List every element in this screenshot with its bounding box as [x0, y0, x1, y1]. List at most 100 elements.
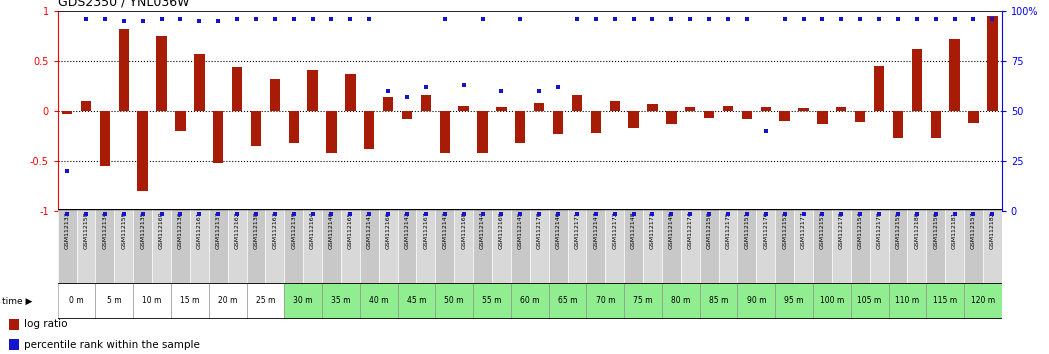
Bar: [398, 209, 416, 285]
Text: 35 m: 35 m: [331, 296, 350, 306]
Bar: [511, 283, 549, 319]
Point: [738, 211, 755, 217]
Bar: [247, 283, 284, 319]
Bar: [893, 110, 903, 138]
Point: [852, 211, 869, 217]
Point: [927, 211, 944, 217]
Point: [493, 88, 510, 93]
Text: GSM112152: GSM112152: [783, 211, 787, 249]
Bar: [62, 110, 72, 114]
Text: GSM112173: GSM112173: [650, 211, 655, 249]
Bar: [383, 97, 393, 110]
Point: [871, 16, 887, 22]
Text: GSM112135: GSM112135: [141, 211, 145, 249]
Point: [285, 211, 302, 217]
Point: [512, 16, 529, 22]
Point: [852, 16, 869, 22]
Bar: [964, 209, 983, 285]
Text: GSM112163: GSM112163: [273, 211, 277, 249]
Bar: [194, 53, 205, 110]
Bar: [643, 209, 662, 285]
Bar: [949, 39, 960, 110]
Text: GSM112137: GSM112137: [216, 211, 220, 249]
Point: [625, 16, 642, 22]
Bar: [591, 110, 601, 133]
Text: 115 m: 115 m: [934, 296, 957, 306]
Point: [493, 211, 510, 217]
Bar: [666, 110, 677, 124]
Bar: [492, 209, 511, 285]
Point: [172, 211, 189, 217]
Bar: [440, 110, 450, 153]
Text: percentile rank within the sample: percentile rank within the sample: [24, 339, 200, 350]
Bar: [322, 209, 341, 285]
Bar: [8, 339, 19, 350]
Bar: [889, 283, 926, 319]
Point: [625, 211, 642, 217]
Point: [908, 211, 925, 217]
Bar: [133, 283, 171, 319]
Text: GSM112149: GSM112149: [669, 211, 673, 249]
Point: [946, 16, 963, 22]
Point: [682, 16, 699, 22]
Bar: [232, 67, 242, 110]
Point: [436, 211, 453, 217]
Point: [965, 211, 982, 217]
Text: GSM112172: GSM112172: [613, 211, 617, 249]
Text: GSM112148: GSM112148: [631, 211, 636, 249]
Point: [890, 16, 906, 22]
Point: [682, 211, 699, 217]
Point: [418, 84, 434, 90]
Bar: [798, 108, 809, 110]
Point: [701, 211, 718, 217]
Bar: [836, 107, 847, 110]
Bar: [700, 209, 719, 285]
Bar: [761, 107, 771, 110]
Point: [908, 16, 925, 22]
Text: GSM112151: GSM112151: [745, 211, 749, 249]
Text: GSM112156: GSM112156: [934, 211, 938, 249]
Point: [153, 16, 170, 22]
Bar: [983, 209, 1002, 285]
Text: GSM112161: GSM112161: [197, 211, 201, 249]
Text: GSM112164: GSM112164: [311, 211, 315, 249]
Text: 100 m: 100 m: [819, 296, 844, 306]
Point: [587, 211, 604, 217]
Text: 75 m: 75 m: [634, 296, 652, 306]
Text: GSM112178: GSM112178: [839, 211, 843, 249]
Text: 25 m: 25 m: [256, 296, 275, 306]
Point: [285, 16, 302, 22]
Point: [134, 211, 151, 217]
Bar: [742, 110, 752, 119]
Bar: [496, 107, 507, 110]
Bar: [586, 209, 605, 285]
Point: [738, 16, 755, 22]
Point: [78, 16, 94, 22]
Point: [663, 211, 680, 217]
Bar: [685, 107, 695, 110]
Text: GSM112134: GSM112134: [103, 211, 107, 249]
Point: [550, 211, 566, 217]
Bar: [534, 103, 544, 110]
Text: GSM112180: GSM112180: [915, 211, 919, 249]
Point: [210, 18, 227, 23]
Text: GSM112155: GSM112155: [896, 211, 900, 249]
Text: GSM112174: GSM112174: [688, 211, 692, 249]
Text: GSM112181: GSM112181: [952, 211, 957, 249]
Text: time ▶: time ▶: [2, 296, 33, 306]
Text: 40 m: 40 m: [369, 296, 388, 306]
Text: GSM112169: GSM112169: [499, 211, 504, 249]
Point: [833, 211, 850, 217]
Point: [304, 16, 321, 22]
Point: [399, 94, 415, 99]
Point: [304, 211, 321, 217]
Point: [248, 16, 264, 22]
Bar: [326, 110, 337, 153]
Bar: [737, 283, 775, 319]
Bar: [152, 209, 171, 285]
Text: GSM112166: GSM112166: [386, 211, 390, 249]
Text: GSM112136: GSM112136: [178, 211, 183, 249]
Bar: [870, 209, 889, 285]
Text: GSM112153: GSM112153: [820, 211, 825, 249]
Point: [644, 16, 661, 22]
